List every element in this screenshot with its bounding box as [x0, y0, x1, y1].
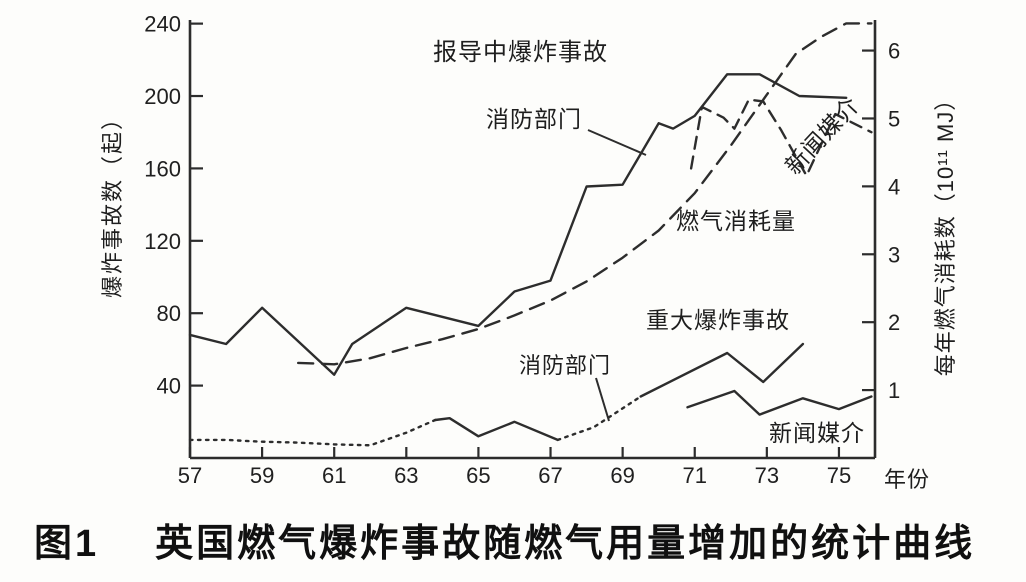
x-tick-label: 67: [538, 463, 562, 488]
label-news-media-bottom: 新闻媒介: [769, 420, 865, 446]
y-right-tick-label: 2: [888, 310, 900, 335]
curves: [188, 22, 873, 447]
y-right-tick-label: 4: [888, 174, 900, 199]
curve-major-fire: [434, 417, 559, 442]
x-tick-label: 61: [322, 463, 346, 488]
x-tick-label: 57: [178, 463, 202, 488]
y-left-tick-label: 200: [144, 84, 181, 109]
y-right-ticks: 6 5 4 3 2 1: [862, 39, 900, 403]
curve-major-media: [686, 389, 873, 416]
y-left-tick-label: 120: [144, 229, 181, 254]
curve-major-fire: [188, 418, 437, 447]
x-tick-label: 59: [250, 463, 274, 488]
y-right-tick-label: 3: [888, 242, 900, 267]
y-left-ticks: 240 200 160 120 80 40: [144, 12, 203, 399]
leader-line-fire-dept-top: [587, 129, 647, 156]
label-reported-explosions: 报导中爆炸事故: [433, 39, 608, 66]
x-ticks: 57 59 61 63 65 67 69 71 73 75: [178, 447, 851, 488]
y-right-tick-label: 1: [888, 378, 900, 403]
label-fire-dept-bottom: 消防部门: [519, 353, 611, 378]
y-left-tick-label: 40: [157, 374, 181, 399]
label-fire-dept-top: 消防部门: [486, 106, 582, 132]
figure-number: 图1: [34, 523, 100, 565]
x-axis-unit-label: 年份: [884, 467, 930, 492]
y-left-axis-label: 爆炸事故数（起）: [100, 106, 125, 298]
x-tick-label: 73: [755, 463, 779, 488]
label-major-explosions: 重大爆炸事故: [646, 307, 790, 333]
x-tick-label: 71: [682, 463, 706, 488]
x-tick-label: 69: [610, 463, 634, 488]
x-tick-label: 63: [394, 463, 418, 488]
label-gas-consumption: 燃气消耗量: [676, 208, 796, 234]
x-tick-label: 65: [466, 463, 490, 488]
label-news-media-top: 新闻媒介: [780, 91, 864, 179]
x-tick-label: 75: [827, 463, 851, 488]
curve-gas-consumption: [297, 22, 873, 366]
figure-caption: 图1 英国燃气爆炸事故随燃气用量增加的统计曲线: [0, 512, 1026, 567]
curve-major-fire: [556, 395, 642, 442]
curve-major-fire: [639, 342, 805, 398]
y-right-axis-label: 每年燃气消耗数（10¹¹ MJ）: [933, 88, 958, 377]
figure-caption-text: 英国燃气爆炸事故随燃气用量增加的统计曲线: [155, 523, 976, 565]
y-right-tick-label: 5: [888, 106, 900, 131]
y-right-tick-label: 6: [888, 39, 900, 64]
y-left-tick-label: 80: [157, 301, 181, 326]
y-left-tick-label: 160: [144, 156, 181, 181]
y-left-tick-label: 240: [144, 12, 181, 37]
leader-line-fire-dept-bottom: [595, 377, 610, 422]
